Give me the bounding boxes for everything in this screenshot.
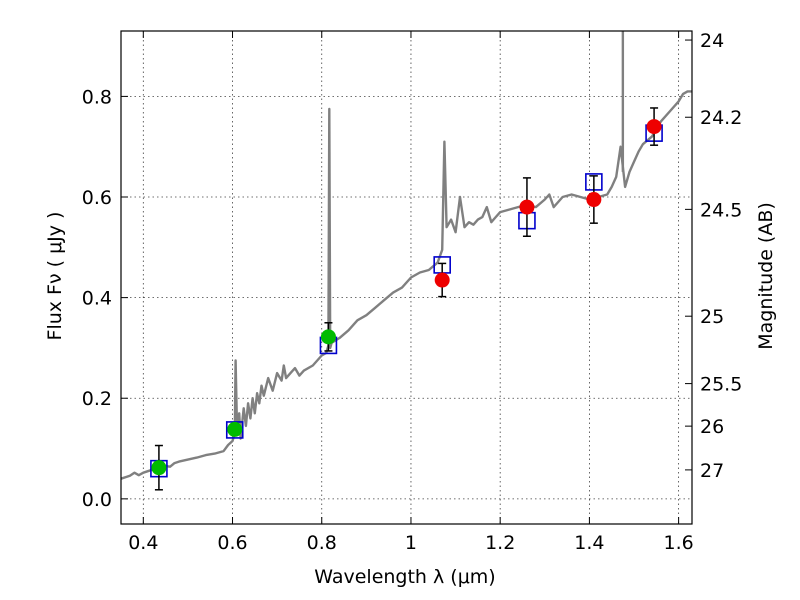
- y-tick-label: 0.6: [82, 187, 112, 209]
- x-tick-label: 1.6: [664, 532, 694, 554]
- right-tick-label: 25.5: [700, 374, 742, 396]
- y-tick-label: 0.4: [82, 288, 112, 310]
- x-tick-label: 0.6: [217, 532, 247, 554]
- observed-flux-point: [586, 192, 602, 208]
- plot-area: [121, 31, 692, 491]
- tick-marks: [121, 31, 692, 524]
- right-tick-label: 24.5: [700, 199, 742, 221]
- tick-labels: 0.4 0.6 0.8 1 1.2 1.4 1.6 0.0 0.2 0.4 0.6 0.8 24 24.2…: [82, 30, 743, 554]
- plot-frame: [120, 30, 693, 525]
- x-tick-label: 0.4: [128, 532, 158, 554]
- observed-flux-point: [434, 272, 450, 288]
- template-spectrum-line: [121, 90, 692, 480]
- right-tick-label: 26: [700, 416, 724, 438]
- x-tick-label: 1.4: [574, 532, 604, 554]
- right-tick-label: 25: [700, 306, 724, 328]
- x-tick-label: 0.8: [307, 532, 337, 554]
- y-tick-label: 0.2: [82, 388, 112, 410]
- observed-flux-point: [151, 460, 167, 476]
- grid: [121, 31, 692, 524]
- right-tick-label: 27: [700, 460, 724, 482]
- right-axis-title: Magnitude (AB): [755, 202, 777, 350]
- x-tick-label: 1: [405, 532, 417, 554]
- y-tick-label: 0.8: [82, 86, 112, 108]
- right-tick-label: 24.2: [700, 107, 742, 129]
- observed-flux-point: [519, 199, 535, 215]
- observed-flux-point: [320, 329, 336, 345]
- observed-flux-point: [646, 119, 662, 135]
- y-axis-title: Flux Fν ( μJy ): [44, 212, 66, 341]
- observed-flux-point: [227, 421, 243, 437]
- x-axis-title: Wavelength λ (μm): [314, 566, 495, 588]
- x-tick-label: 1.2: [485, 532, 515, 554]
- y-tick-label: 0.0: [82, 489, 112, 511]
- right-tick-label: 24: [700, 30, 724, 52]
